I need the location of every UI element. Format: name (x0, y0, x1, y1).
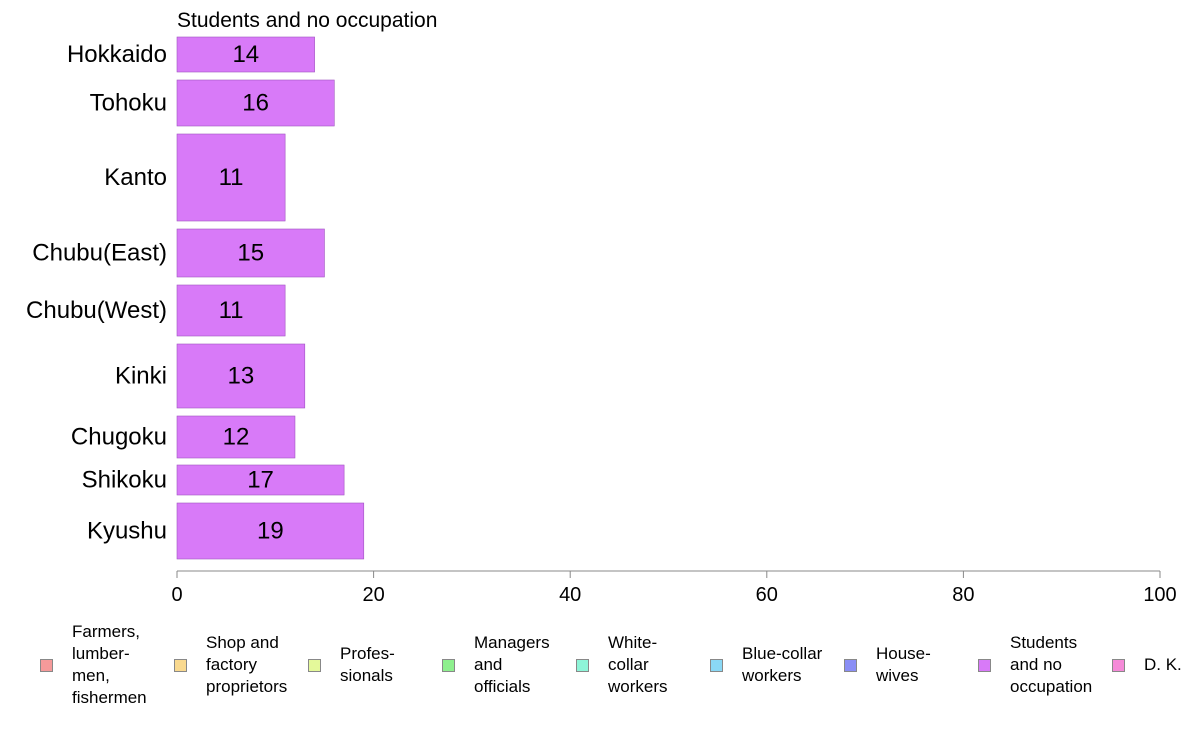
category-label: Kinki (115, 363, 167, 390)
legend-label: Profes- sionals (340, 644, 395, 685)
bar-chugoku (176, 415, 296, 459)
bar-kinki (176, 343, 306, 409)
legend-item: White- collar workers (576, 620, 668, 710)
legend-label: Students and no occupation (1010, 633, 1093, 696)
legend-swatch (174, 658, 187, 672)
legend-swatch (978, 658, 991, 672)
value-label: 15 (237, 240, 264, 267)
bar-chart: Students and no occupation Hokkaido Tohok… (26, 9, 1177, 606)
legend-item: D. K. (1112, 620, 1182, 710)
legend-item: Managers and officials (442, 620, 550, 710)
x-tick-label: 80 (952, 584, 974, 606)
x-tick-label: 40 (559, 584, 581, 606)
category-label: Kanto (104, 164, 167, 191)
legend-label: D. K. (1144, 655, 1182, 674)
x-tick-label: 0 (171, 584, 182, 606)
x-tick-label: 100 (1143, 584, 1176, 606)
legend-item: Blue-collar workers (710, 620, 822, 710)
value-labels: 14 16 11 15 11 13 12 17 19 (219, 41, 284, 545)
legend-label: White- collar workers (608, 633, 668, 696)
value-label: 17 (247, 467, 274, 494)
legend-item: House- wives (844, 620, 931, 710)
legend-label: Blue-collar workers (742, 644, 823, 685)
legend: Farmers, lumber- men, fishermen Shop and … (0, 620, 1188, 720)
legend-label: House- wives (876, 644, 931, 685)
legend-swatch (308, 658, 321, 672)
category-label: Kyushu (87, 518, 167, 545)
value-label: 11 (219, 164, 244, 191)
value-label: 13 (228, 363, 255, 390)
value-label: 14 (232, 41, 259, 68)
legend-swatch (710, 658, 723, 672)
legend-swatch (40, 658, 53, 672)
legend-item: Profes- sionals (308, 620, 395, 710)
value-label: 12 (223, 424, 250, 451)
legend-swatch (442, 658, 455, 672)
legend-item: Farmers, lumber- men, fishermen (40, 620, 147, 710)
bar-tohoku (176, 79, 335, 127)
category-label: Chugoku (71, 424, 167, 451)
bar-chubu-east (176, 228, 325, 278)
bar-kanto (176, 133, 286, 222)
bar-hokkaido (176, 36, 315, 73)
value-label: 11 (219, 297, 244, 324)
category-labels: Hokkaido Tohoku Kanto Chubu(East) Chubu(West… (26, 41, 167, 545)
legend-label: Farmers, lumber- men, fishermen (72, 622, 147, 707)
legend-swatch (844, 658, 857, 672)
category-label: Hokkaido (67, 41, 167, 68)
value-label: 19 (257, 518, 284, 545)
bar-kyushu (176, 502, 365, 560)
legend-swatch (576, 658, 589, 672)
bar-shikoku (176, 464, 345, 496)
category-label: Chubu(West) (26, 297, 167, 324)
legend-swatch (1112, 658, 1125, 672)
x-tick-label: 60 (756, 584, 778, 606)
legend-item: Students and no occupation (978, 620, 1092, 710)
chart-title: Students and no occupation (177, 9, 437, 32)
legend-label: Shop and factory proprietors (206, 633, 288, 696)
bars-group (176, 36, 365, 560)
legend-label: Managers and officials (474, 633, 550, 696)
x-tick-label: 20 (362, 584, 384, 606)
category-label: Tohoku (90, 90, 167, 117)
x-axis-ticks: 0 20 40 60 80 100 (171, 571, 1177, 606)
value-label: 16 (242, 90, 269, 117)
legend-item: Shop and factory proprietors (174, 620, 287, 710)
bar-chubu-west (176, 284, 286, 337)
category-label: Chubu(East) (32, 240, 167, 267)
category-label: Shikoku (82, 467, 167, 494)
